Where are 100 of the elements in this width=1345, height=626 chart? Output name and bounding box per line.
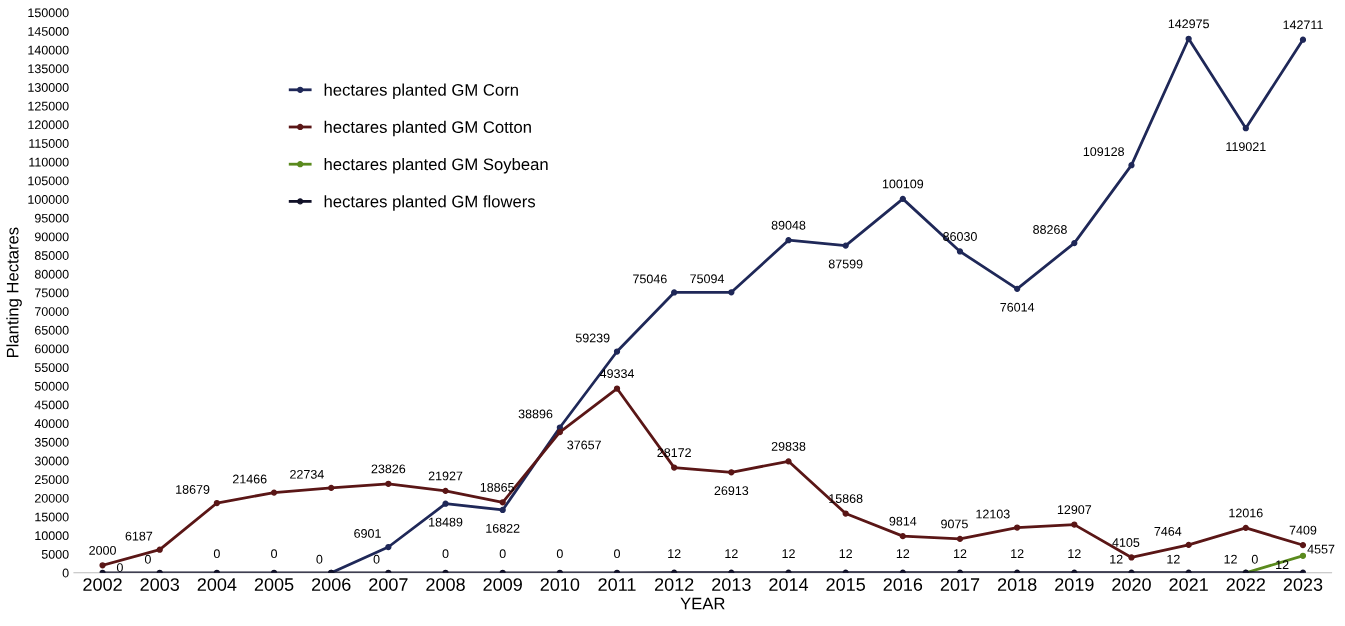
x-tick-label: 2020: [1112, 578, 1151, 591]
y-tick-label: 105000: [28, 176, 69, 186]
data-label: 59239: [575, 333, 610, 343]
y-tick-label: 70000: [35, 307, 69, 316]
data-label: 12: [839, 549, 852, 558]
data-label: 2000: [89, 545, 116, 555]
y-tick-label: 0: [62, 568, 69, 578]
data-label: 76014: [1000, 302, 1035, 312]
y-tick-label: 60000: [34, 344, 69, 354]
data-label: 0: [499, 549, 506, 559]
y-tick-label: 95000: [34, 213, 69, 223]
data-label: 87599: [828, 259, 863, 269]
data-label: 12: [1167, 554, 1180, 564]
data-label: 26913: [714, 486, 749, 496]
y-tick-label: 35000: [34, 437, 69, 447]
data-label: 7409: [1289, 525, 1317, 535]
data-label: 86030: [943, 232, 977, 241]
legend-label: hectares planted GM flowers: [324, 195, 536, 211]
y-tick-label: 120000: [28, 120, 69, 130]
data-label: 0: [271, 549, 278, 559]
data-label: 15868: [829, 494, 863, 503]
data-label: 75094: [690, 274, 725, 284]
data-label: 100109: [882, 179, 924, 189]
data-label: 9814: [889, 516, 917, 526]
x-tick-label: 2004: [197, 578, 237, 591]
data-label: 7464: [1154, 526, 1182, 536]
data-label: 0: [373, 554, 380, 564]
x-tick-label: 2017: [940, 578, 980, 591]
data-label: 0: [144, 554, 151, 564]
x-tick-label: 2023: [1283, 578, 1323, 591]
x-tick-label: 2011: [598, 578, 636, 591]
data-label: 142711: [1283, 20, 1323, 30]
y-tick-label: 90000: [34, 232, 69, 242]
data-label: 12: [1068, 549, 1081, 558]
x-axis-title: YEAR: [680, 597, 725, 610]
y-tick-label: 135000: [28, 64, 69, 74]
data-label: 12: [725, 549, 738, 558]
y-tick-label: 110000: [29, 157, 69, 167]
x-tick-label: 2006: [312, 578, 351, 591]
x-tick-label: 2021: [1169, 578, 1208, 591]
y-tick-label: 15000: [35, 512, 69, 522]
data-label: 12103: [976, 509, 1010, 519]
y-tick-label: 65000: [34, 325, 69, 335]
data-label: 6901: [354, 529, 381, 538]
data-label: 16822: [486, 523, 520, 533]
data-label: 6187: [125, 531, 153, 541]
y-tick-label: 115000: [29, 139, 69, 148]
data-label: 12907: [1057, 505, 1092, 515]
data-label: 119021: [1226, 142, 1266, 152]
y-tick-label: 10000: [35, 531, 69, 541]
data-label: 109128: [1083, 147, 1124, 157]
data-label: 4557: [1307, 544, 1335, 554]
y-tick-label: 25000: [34, 475, 69, 485]
x-tick-label: 2002: [83, 578, 122, 591]
x-tick-label: 2007: [369, 578, 408, 591]
x-tick-label: 2010: [540, 578, 580, 591]
y-tick-label: 85000: [34, 251, 69, 260]
legend-label: hectares planted GM Corn: [324, 83, 518, 100]
y-tick-label: 50000: [34, 381, 69, 391]
data-label: 9075: [941, 519, 968, 529]
data-label: 18489: [429, 517, 463, 527]
data-label: 12016: [1229, 508, 1263, 518]
data-label: 21466: [232, 474, 267, 484]
data-label: 12: [954, 549, 967, 558]
y-tick-label: 40000: [34, 419, 69, 429]
x-tick-label: 2014: [769, 578, 809, 591]
data-label: 22734: [290, 469, 324, 479]
data-label: 75046: [633, 274, 667, 284]
x-tick-label: 2005: [254, 578, 294, 591]
x-tick-label: 2022: [1226, 578, 1265, 591]
x-tick-label: 2019: [1055, 578, 1094, 591]
y-tick-label: 80000: [34, 269, 69, 279]
x-tick-label: 2013: [712, 578, 751, 591]
data-label: 0: [614, 549, 621, 559]
y-tick-label: 125000: [28, 101, 69, 111]
data-label: 12: [782, 549, 795, 558]
x-tick-label: 2016: [883, 578, 923, 591]
x-tick-label: 2003: [140, 578, 180, 591]
data-label: 4105: [1112, 538, 1140, 547]
legend-label: hectares planted GM Cotton: [324, 120, 531, 137]
y-tick-label: 140000: [28, 45, 69, 55]
data-label: 142975: [1168, 19, 1209, 29]
legend-label: hectares planted GM Soybean: [324, 157, 548, 174]
data-label: 12: [1224, 554, 1237, 564]
y-tick-label: 100000: [28, 195, 69, 204]
y-tick-label: 30000: [34, 456, 69, 466]
data-label: 0: [1251, 554, 1258, 564]
x-tick-label: 2012: [655, 578, 694, 591]
data-label: 0: [442, 549, 449, 559]
data-label: 37657: [567, 440, 601, 450]
data-label: 0: [213, 549, 220, 559]
x-tick-label: 2009: [483, 578, 522, 591]
y-axis-title: Planting Hectares: [6, 227, 22, 358]
y-tick-label: 150000: [28, 8, 69, 18]
x-tick-label: 2015: [826, 578, 865, 591]
data-label: 89048: [771, 220, 806, 230]
y-tick-label: 130000: [28, 83, 69, 92]
y-tick-label: 45000: [34, 400, 69, 410]
data-label: 0: [556, 549, 563, 559]
data-label: 88268: [1033, 225, 1067, 234]
